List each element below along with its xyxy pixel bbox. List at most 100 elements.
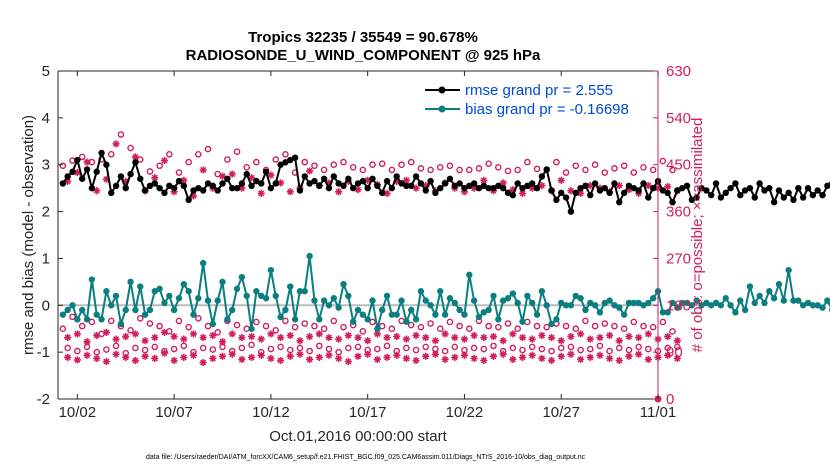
count-assimilated-marker [131, 330, 140, 338]
count-assimilated-marker [615, 181, 623, 190]
bias-point [741, 306, 749, 314]
rmse-point [277, 161, 284, 168]
y2-tick-label: 270 [666, 250, 691, 267]
count-possible-marker [78, 153, 86, 161]
rmse-point [253, 177, 260, 185]
rmse-point [180, 182, 188, 189]
bias-point [635, 299, 642, 307]
bias-point [558, 299, 565, 307]
legend-bias-label: bias grand pr = -0.16698 [465, 101, 629, 118]
count-possible-marker [659, 318, 667, 326]
count-assimilated-marker [247, 353, 256, 361]
count-possible-marker [538, 345, 546, 353]
bias-point [538, 288, 546, 295]
bias-point [83, 316, 91, 323]
count-possible-marker [369, 318, 376, 326]
rmse-point [795, 184, 802, 192]
bias-point [369, 297, 376, 304]
count-assimilated-marker [286, 188, 294, 196]
count-possible-marker [330, 161, 338, 169]
count-possible-marker [78, 322, 86, 330]
count-possible-marker [519, 346, 526, 354]
count-assimilated-marker [344, 357, 352, 366]
y2-tick-label: 540 [666, 110, 691, 127]
count-possible-marker [315, 342, 323, 350]
rmse-point [785, 189, 792, 197]
rmse-point [345, 175, 352, 182]
count-possible-marker [253, 158, 260, 166]
rmse-point [553, 196, 560, 204]
count-assimilated-marker [402, 335, 410, 343]
count-assimilated-marker [460, 351, 469, 359]
bias-point [625, 299, 633, 307]
count-assimilated-marker [335, 354, 343, 362]
rmse-point [161, 189, 168, 197]
count-possible-marker [340, 158, 347, 166]
bias-point [204, 297, 212, 304]
count-possible-marker [209, 346, 217, 353]
bias-point [325, 302, 333, 309]
bias-point [543, 302, 550, 309]
count-assimilated-marker [325, 333, 333, 342]
count-assimilated-marker [83, 351, 91, 359]
bias-point [751, 299, 758, 307]
count-possible-marker [185, 323, 192, 331]
rmse-point [117, 173, 125, 180]
count-assimilated-marker [383, 189, 391, 197]
bias-point [470, 297, 478, 304]
count-assimilated-marker [557, 337, 565, 345]
count-possible-marker [165, 328, 173, 335]
count-possible-marker [504, 320, 512, 327]
count-assimilated-marker [460, 188, 469, 196]
bias-point [509, 290, 517, 297]
bias-point [199, 259, 207, 267]
count-possible-marker [674, 343, 681, 351]
count-assimilated-marker [112, 335, 120, 343]
count-assimilated-marker [586, 335, 594, 343]
x-axis-ticks: 10/02 10/07 10/12 10/17 10/22 10/27 11/01 [59, 71, 676, 421]
rmse-point [683, 182, 691, 189]
count-possible-marker [277, 343, 284, 351]
bias-point [214, 297, 221, 304]
rmse-point [533, 184, 541, 192]
rmse-point [766, 184, 773, 192]
bias-point [611, 302, 618, 309]
count-assimilated-marker [276, 179, 285, 187]
rmse-point [243, 170, 250, 178]
count-possible-marker [669, 328, 676, 335]
bias-point [780, 297, 788, 304]
count-possible-marker [635, 343, 642, 351]
count-possible-marker [267, 345, 275, 353]
bias-point [354, 306, 362, 314]
bias-point [504, 295, 512, 302]
bias-point [495, 316, 502, 323]
count-possible-marker [156, 322, 163, 330]
count-assimilated-marker [373, 355, 381, 364]
rmse-point [383, 177, 391, 185]
count-possible-marker [465, 166, 473, 174]
bias-point [548, 320, 555, 328]
bias-point [282, 306, 289, 314]
bias-point [383, 292, 391, 300]
count-possible-marker [553, 158, 560, 166]
rmse-point [596, 187, 604, 194]
legend-box [419, 78, 649, 120]
rmse-point [751, 194, 758, 201]
bias-point [490, 292, 497, 300]
rmse-point [248, 182, 255, 189]
count-assimilated-marker [528, 335, 536, 343]
rmse-point [519, 184, 526, 192]
rmse-point [349, 184, 357, 192]
bias-point [291, 316, 299, 323]
rmse-point [108, 189, 115, 197]
count-possible-marker [615, 344, 623, 352]
count-assimilated-marker [470, 354, 478, 362]
count-assimilated-marker [664, 332, 672, 341]
rmse-point [741, 187, 749, 194]
count-possible-marker [470, 344, 478, 352]
count-possible-marker [514, 166, 521, 174]
count-possible-marker [620, 325, 628, 333]
count-possible-marker [59, 162, 67, 170]
bias-point [649, 295, 657, 302]
count-assimilated-marker [431, 337, 440, 345]
